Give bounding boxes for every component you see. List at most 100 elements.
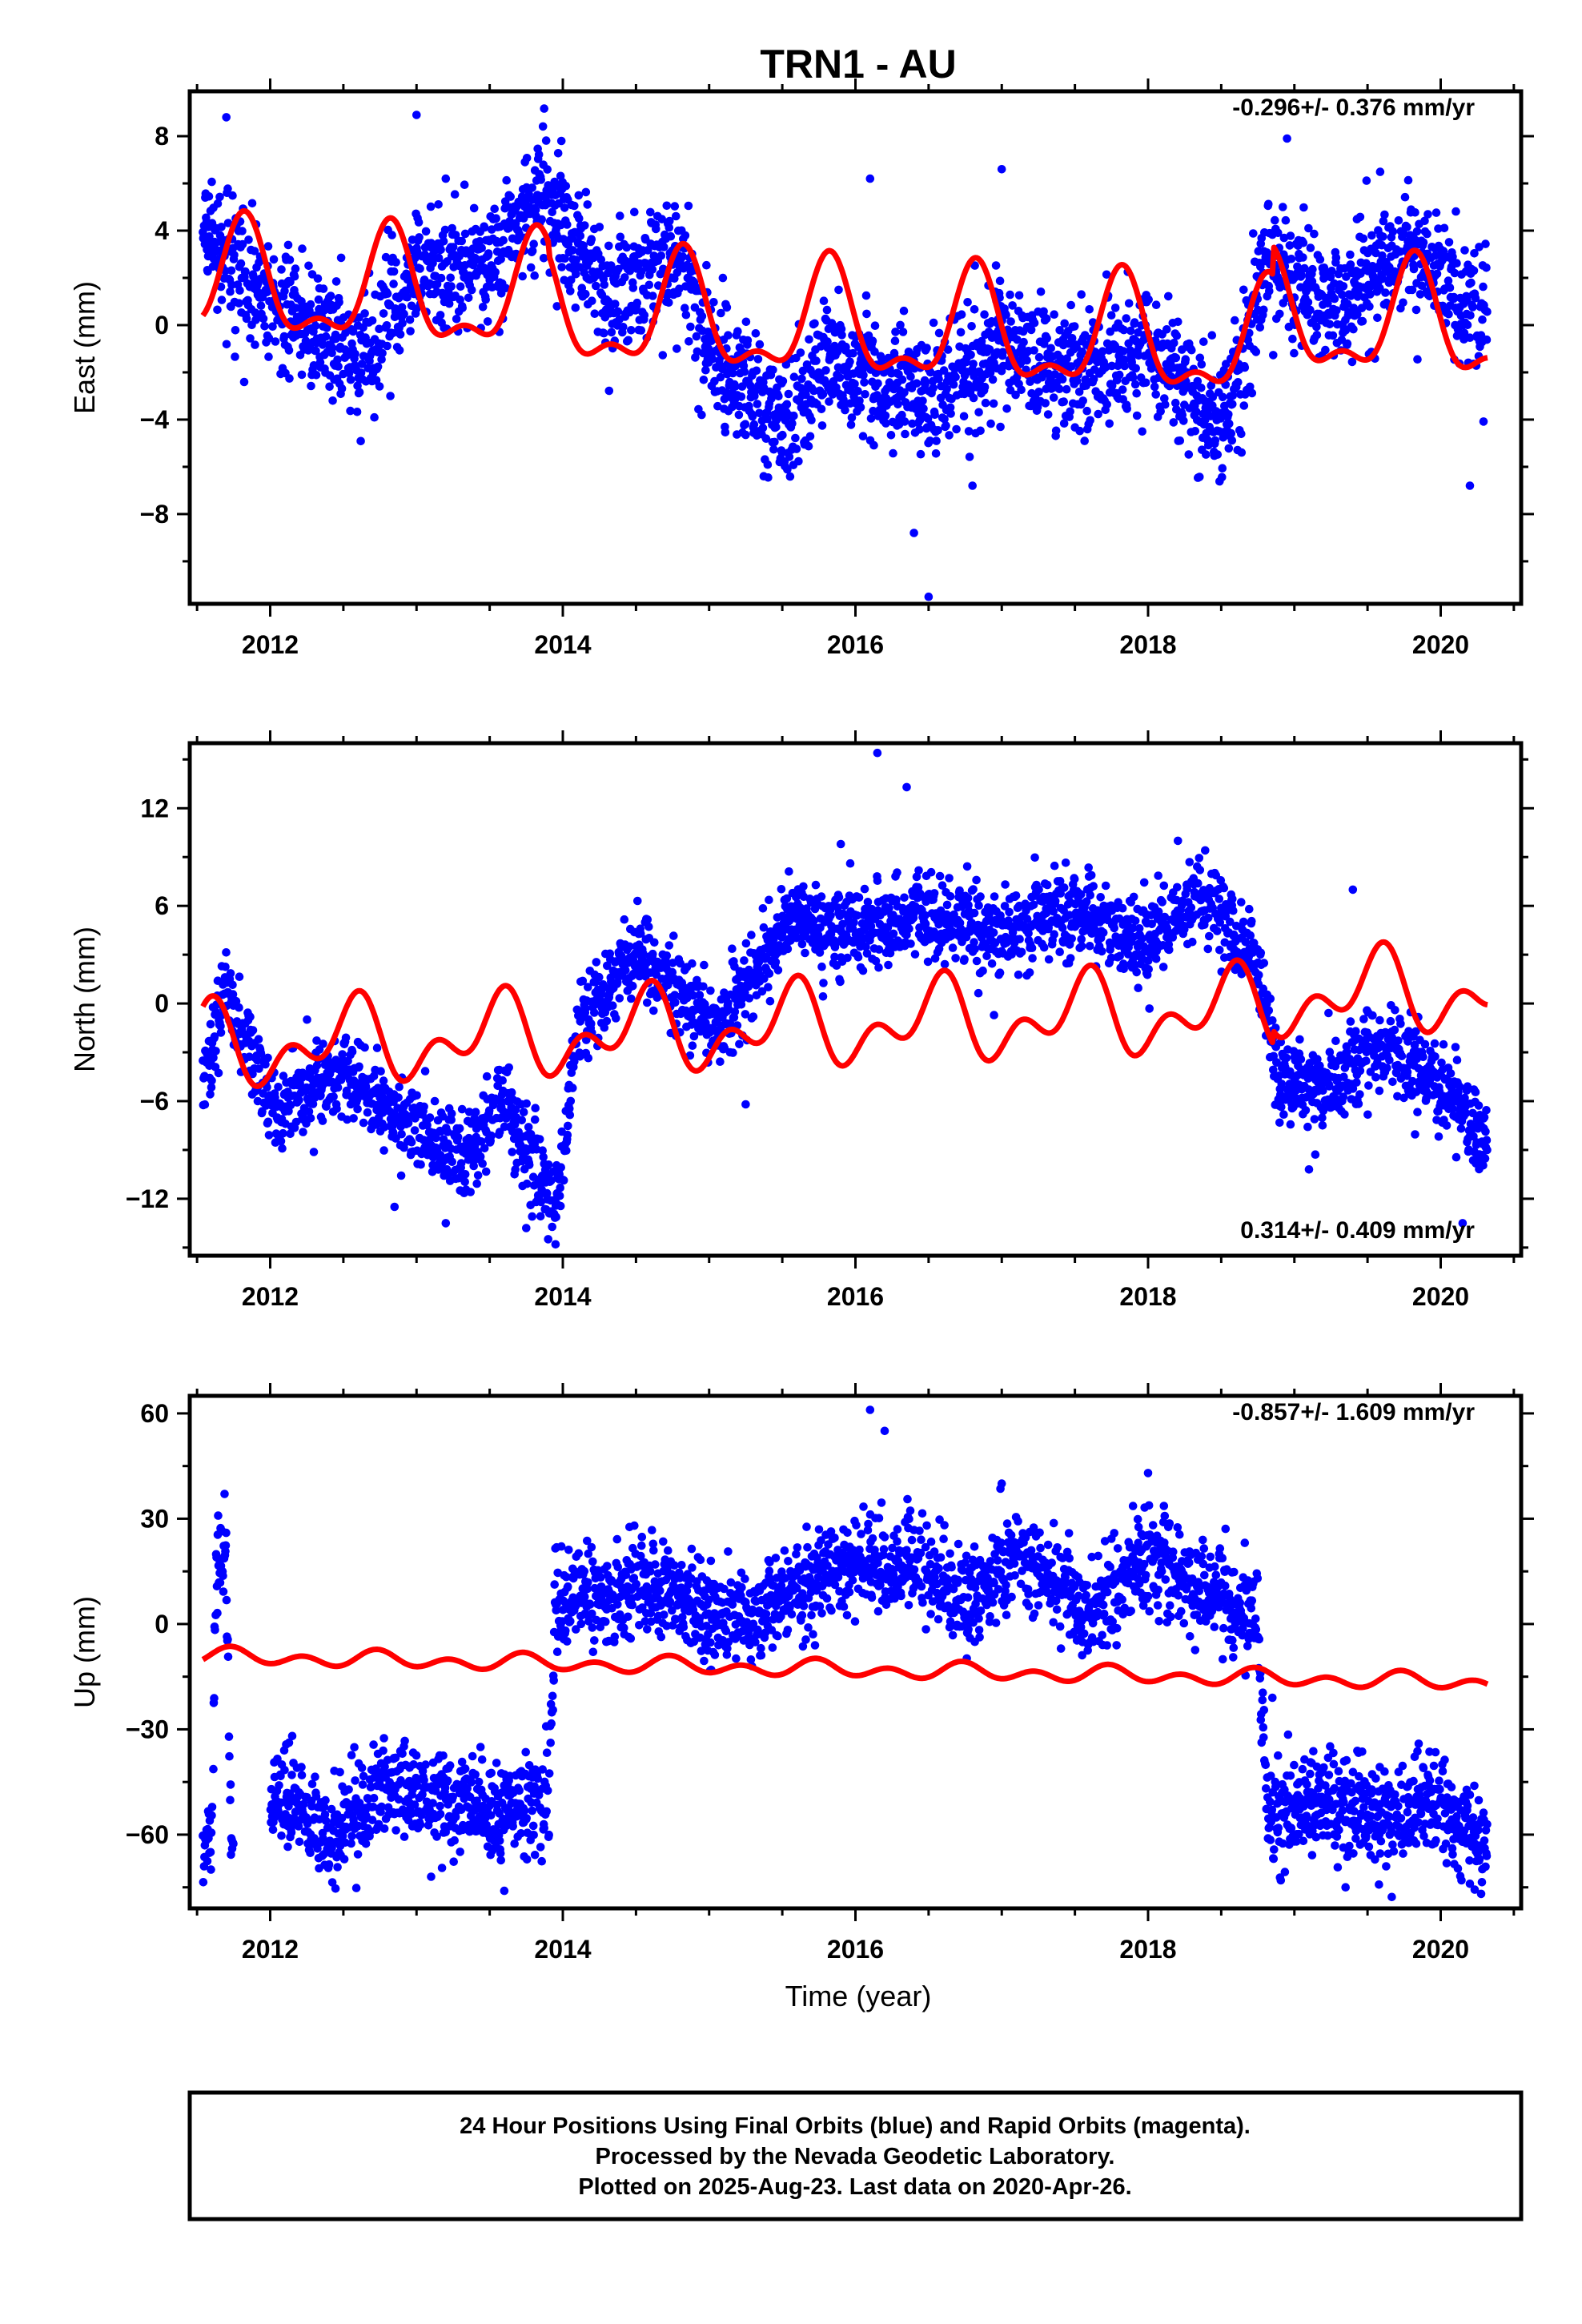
data-point bbox=[627, 326, 636, 335]
data-point bbox=[828, 390, 837, 399]
data-point bbox=[1096, 893, 1105, 902]
data-point bbox=[285, 255, 295, 264]
data-point bbox=[1283, 134, 1291, 143]
data-point bbox=[1264, 199, 1273, 209]
data-point bbox=[1107, 361, 1116, 371]
data-point bbox=[1175, 436, 1185, 445]
data-point bbox=[889, 929, 898, 939]
data-point bbox=[681, 304, 689, 313]
data-point bbox=[536, 1212, 545, 1221]
data-point bbox=[321, 332, 331, 341]
data-point bbox=[741, 317, 751, 327]
data-point bbox=[1195, 472, 1204, 481]
data-point bbox=[379, 309, 388, 318]
data-point bbox=[1042, 880, 1052, 890]
data-point bbox=[309, 1148, 319, 1156]
data-point bbox=[974, 901, 983, 910]
data-point bbox=[1147, 919, 1156, 929]
data-point bbox=[522, 1099, 531, 1108]
data-point bbox=[1412, 227, 1422, 236]
data-point bbox=[475, 237, 484, 246]
data-point bbox=[923, 957, 933, 967]
data-point bbox=[1479, 417, 1488, 426]
data-point bbox=[1411, 208, 1419, 217]
data-point bbox=[1039, 943, 1049, 952]
data-point bbox=[1445, 283, 1455, 292]
data-point bbox=[469, 203, 479, 213]
data-point bbox=[389, 267, 399, 276]
data-point bbox=[652, 224, 661, 234]
data-point bbox=[1288, 334, 1297, 344]
data-point bbox=[915, 425, 924, 434]
data-point bbox=[819, 296, 829, 306]
data-point bbox=[546, 1176, 556, 1185]
data-point bbox=[353, 381, 362, 391]
data-point bbox=[309, 361, 319, 370]
data-point bbox=[1367, 231, 1376, 240]
data-point bbox=[817, 342, 825, 351]
data-point bbox=[425, 1113, 435, 1122]
data-point bbox=[1219, 392, 1227, 402]
data-point bbox=[1286, 231, 1295, 240]
data-point bbox=[361, 1083, 371, 1092]
data-point bbox=[313, 274, 323, 283]
data-point bbox=[648, 265, 657, 274]
data-point bbox=[1080, 436, 1089, 445]
data-point bbox=[230, 251, 239, 259]
data-point bbox=[697, 312, 707, 321]
data-point bbox=[785, 452, 794, 461]
data-point bbox=[1077, 935, 1086, 944]
data-point bbox=[955, 886, 964, 895]
data-point bbox=[371, 1120, 380, 1129]
data-point bbox=[897, 375, 907, 384]
data-point bbox=[771, 958, 781, 967]
data-point bbox=[1119, 355, 1129, 364]
data-point bbox=[930, 889, 939, 898]
data-point bbox=[797, 939, 807, 949]
data-point bbox=[1050, 930, 1058, 939]
data-point bbox=[1107, 381, 1117, 390]
data-point bbox=[841, 405, 849, 415]
data-point bbox=[972, 875, 981, 885]
data-point bbox=[898, 328, 908, 336]
data-point bbox=[1042, 334, 1051, 343]
data-point bbox=[207, 177, 216, 187]
data-point bbox=[817, 421, 827, 430]
data-point bbox=[1134, 924, 1144, 933]
data-point bbox=[1122, 314, 1130, 323]
data-point bbox=[356, 368, 366, 377]
data-point bbox=[1378, 274, 1387, 283]
data-point bbox=[1011, 891, 1021, 900]
data-point bbox=[926, 867, 936, 877]
data-point bbox=[524, 1160, 534, 1169]
data-point bbox=[850, 380, 859, 388]
data-point bbox=[974, 408, 983, 417]
data-point bbox=[853, 387, 862, 396]
data-point bbox=[487, 1131, 496, 1140]
data-point bbox=[613, 307, 623, 316]
data-point bbox=[910, 950, 920, 959]
data-point bbox=[566, 1096, 576, 1106]
data-point bbox=[869, 406, 877, 416]
data-point bbox=[1444, 309, 1453, 319]
data-point bbox=[416, 264, 424, 273]
data-point bbox=[1353, 310, 1362, 319]
data-point bbox=[942, 900, 952, 910]
data-point bbox=[675, 284, 684, 294]
data-point bbox=[1130, 380, 1140, 389]
data-point bbox=[1055, 326, 1064, 335]
data-point bbox=[1170, 339, 1178, 348]
data-point bbox=[1014, 291, 1024, 300]
data-point bbox=[1030, 853, 1039, 862]
data-point bbox=[906, 372, 915, 381]
data-point bbox=[976, 426, 985, 436]
data-point bbox=[783, 464, 792, 474]
data-point bbox=[356, 436, 365, 446]
data-point bbox=[318, 1116, 327, 1125]
data-point bbox=[600, 328, 608, 338]
data-point bbox=[450, 190, 460, 199]
data-point bbox=[1102, 270, 1111, 279]
data-point bbox=[681, 310, 691, 320]
data-point bbox=[616, 232, 625, 242]
data-point bbox=[819, 979, 828, 987]
